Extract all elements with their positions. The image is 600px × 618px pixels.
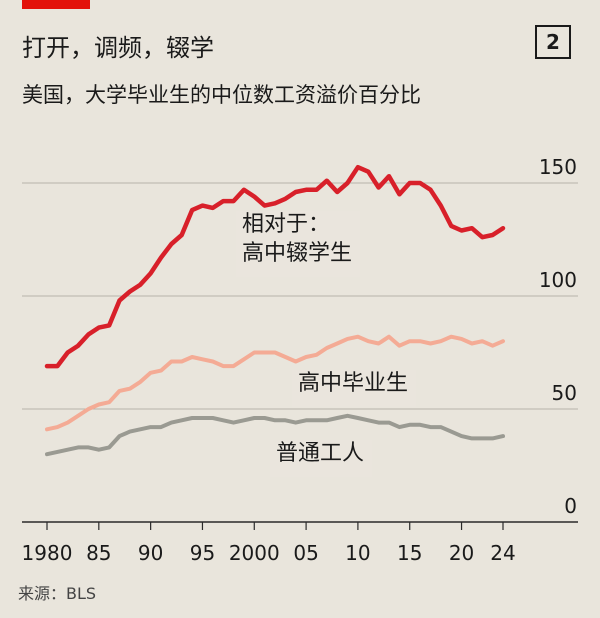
x-tick-label: 05 [293, 541, 318, 565]
y-tick-label: 50 [552, 381, 577, 405]
series-label: 普通工人 [276, 441, 364, 466]
series-line [44, 164, 506, 369]
x-tick-label: 90 [138, 541, 163, 565]
series-label-bg [236, 211, 360, 277]
y-tick-label: 0 [564, 494, 577, 518]
y-tick-label: 100 [539, 268, 577, 292]
x-tick-label: 95 [190, 541, 215, 565]
series-line [45, 334, 505, 432]
line-chart: 0 50 100 150 1980 85 90 95 2000 05 10 15 20 24 相对于： 高中辍… [22, 155, 578, 565]
x-tick-label: 2000 [229, 541, 280, 565]
accent-bar [22, 0, 90, 9]
chart-subtitle: 美国，大学毕业生的中位数工资溢价百分比 [22, 83, 421, 107]
figure-number-badge: 2 [535, 25, 571, 59]
x-tick-label: 20 [449, 541, 474, 565]
x-tick-label: 85 [86, 541, 111, 565]
series-line [45, 413, 505, 457]
series-label: 相对于： [242, 212, 330, 237]
series-label-bg [292, 370, 416, 407]
x-tick-label: 15 [397, 541, 422, 565]
x-tick-label: 10 [345, 541, 370, 565]
series-label-bg [270, 440, 372, 477]
series-label: 高中辍学生 [242, 241, 352, 266]
chart-title: 打开，调频，辍学 [22, 34, 214, 62]
x-tick-label: 24 [490, 541, 515, 565]
series-label: 高中毕业生 [298, 371, 408, 396]
y-tick-label: 150 [539, 155, 577, 179]
x-tick-label: 1980 [22, 541, 73, 565]
source-note: 来源：BLS [18, 584, 97, 603]
